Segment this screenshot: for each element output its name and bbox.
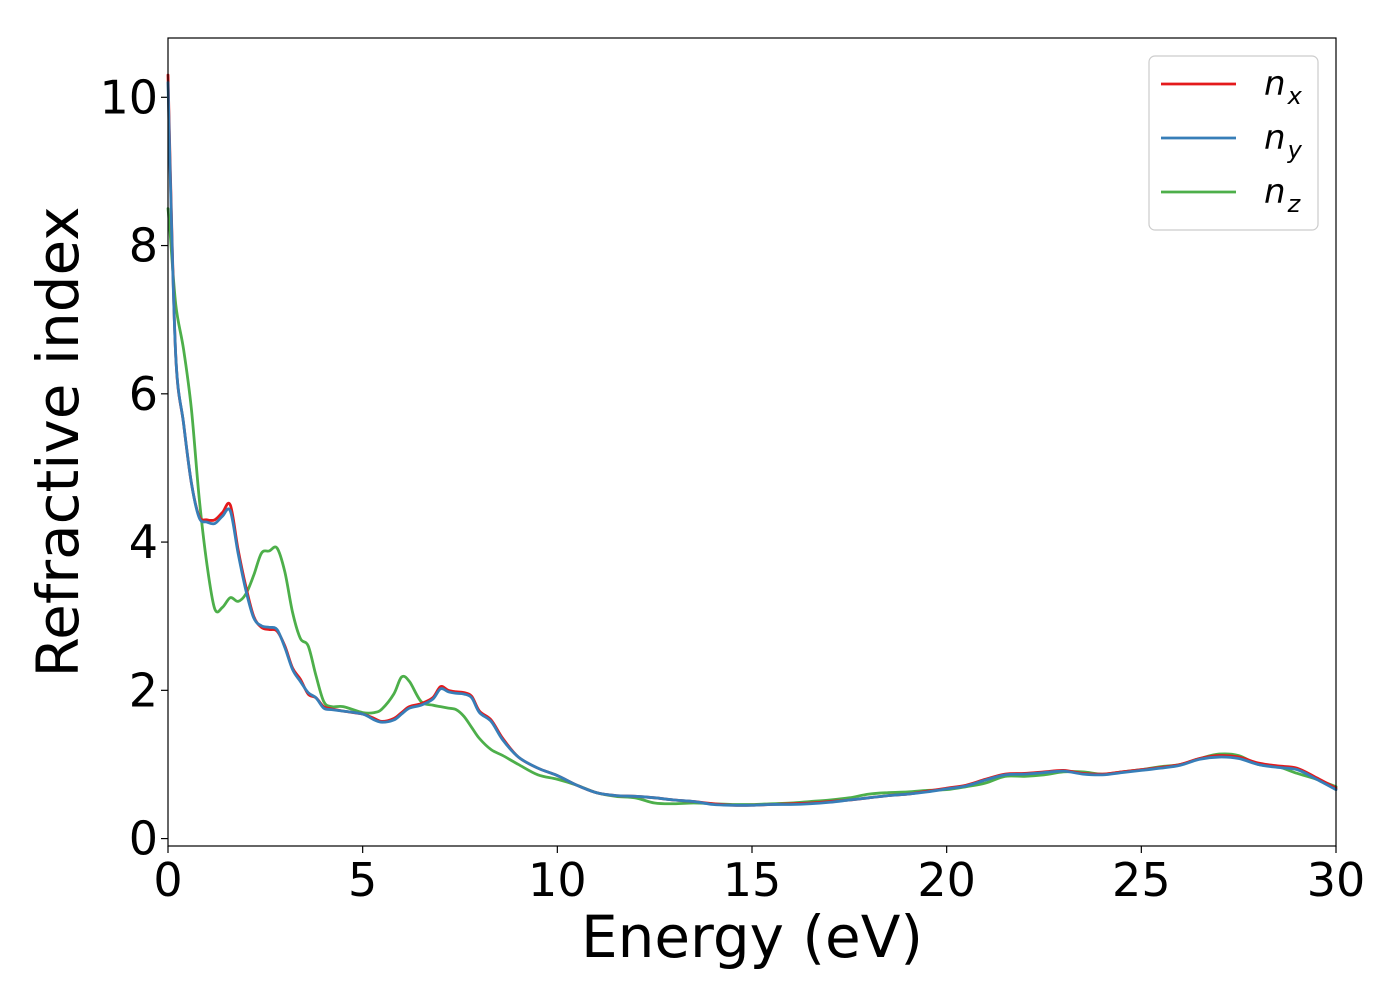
legend-label-base: n [1264,118,1286,158]
x-tick-label: 30 [1307,853,1366,907]
x-tick-label: 10 [528,853,587,907]
y-axis-label: Refractive index [24,206,92,677]
x-axis-label: Energy (eV) [581,903,923,971]
legend-label-y: ny [1264,118,1303,164]
legend-label-x: nx [1264,64,1303,110]
legend-label-base: n [1264,172,1286,212]
legend-label-subscript: z [1287,190,1302,218]
legend-box [1148,55,1319,231]
series-layer [166,73,1338,807]
x-tick-label: 5 [348,853,377,907]
x-tick-label: 20 [917,853,976,907]
series-line-n-z [166,207,1338,806]
y-axis-ticks: 0 2 4 6 8 10 [99,70,168,866]
plot-frame [167,37,1337,847]
series-line-n-y [166,81,1338,807]
x-tick-label: 15 [723,853,782,907]
y-tick-label: 0 [129,812,158,866]
y-tick-label: 6 [129,367,158,421]
y-tick-label: 8 [129,219,158,273]
y-tick-label: 2 [129,663,158,717]
y-tick-label: 4 [129,515,158,569]
y-tick-label: 10 [99,70,158,124]
x-axis-ticks: 0 5 10 15 20 25 30 [153,846,1365,907]
legend-label-z: nz [1264,172,1302,218]
x-tick-label: 0 [153,853,182,907]
legend-label-subscript: x [1287,82,1303,110]
legend-label-base: n [1264,64,1286,104]
x-tick-label: 25 [1112,853,1171,907]
legend-label-subscript: y [1287,136,1303,164]
